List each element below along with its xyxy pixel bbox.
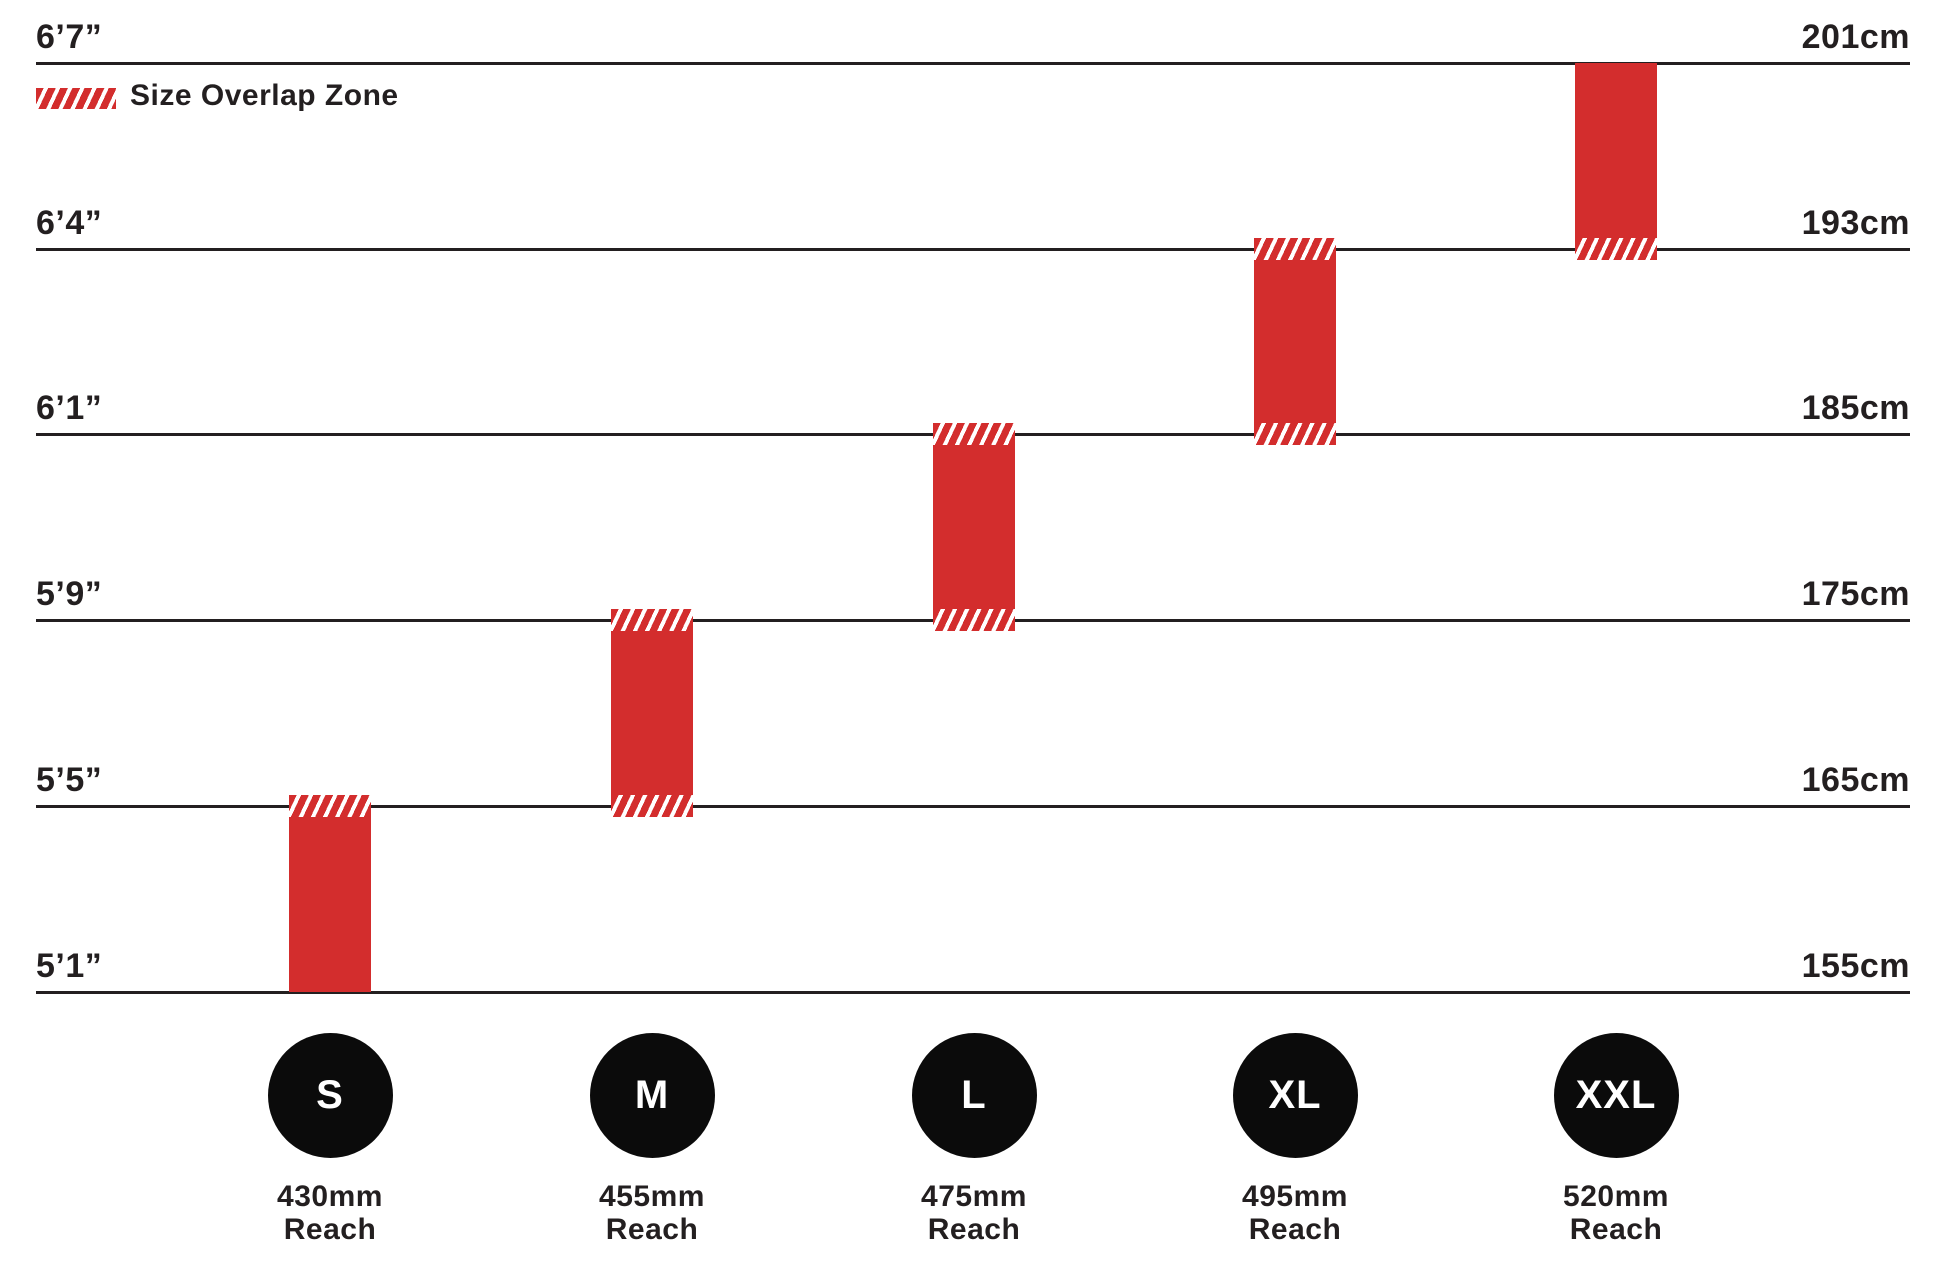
reach-label-s: 430mm Reach xyxy=(200,1180,460,1246)
height-label-right: 155cm xyxy=(1801,947,1910,985)
size-bar-xl xyxy=(1254,238,1336,445)
height-gridline xyxy=(36,805,1910,808)
size-circle-s: S xyxy=(267,1032,393,1158)
overlap-zone-bottom xyxy=(1575,238,1657,260)
size-circle-label: XL xyxy=(1268,1072,1322,1117)
size-bar-xxl xyxy=(1575,63,1657,260)
reach-word: Reach xyxy=(1569,1213,1663,1246)
height-gridline xyxy=(36,62,1910,65)
height-label-right: 165cm xyxy=(1801,761,1910,799)
height-label-left: 5’9” xyxy=(36,575,103,613)
height-label-left: 6’7” xyxy=(36,18,103,56)
size-bar-l xyxy=(933,423,1015,631)
reach-value: 455mm xyxy=(599,1180,705,1213)
height-label-right: 185cm xyxy=(1801,389,1910,427)
overlap-zone-swatch-icon xyxy=(36,87,116,109)
overlap-zone-bottom xyxy=(611,795,693,817)
overlap-zone-top xyxy=(1254,238,1336,260)
size-bar-s xyxy=(289,795,371,992)
reach-label-l: 475mm Reach xyxy=(844,1180,1104,1246)
reach-word: Reach xyxy=(927,1213,1021,1246)
reach-word: Reach xyxy=(1248,1213,1342,1246)
size-circle-l: L xyxy=(911,1032,1037,1158)
reach-label-xxl: 520mm Reach xyxy=(1486,1180,1746,1246)
height-label-left: 5’5” xyxy=(36,761,103,799)
overlap-zone-top xyxy=(611,609,693,631)
height-label-right: 175cm xyxy=(1801,575,1910,613)
height-gridline xyxy=(36,991,1910,994)
height-label-left: 5’1” xyxy=(36,947,103,985)
overlap-zone-bottom xyxy=(1254,423,1336,445)
reach-value: 520mm xyxy=(1563,1180,1669,1213)
size-circle-xxl: XXL xyxy=(1553,1032,1679,1158)
height-label-right: 193cm xyxy=(1801,204,1910,242)
height-gridline xyxy=(36,248,1910,251)
reach-value: 495mm xyxy=(1242,1180,1348,1213)
reach-label-xl: 495mm Reach xyxy=(1165,1180,1425,1246)
height-label-right: 201cm xyxy=(1801,18,1910,56)
height-label-left: 6’4” xyxy=(36,204,103,242)
reach-word: Reach xyxy=(283,1213,377,1246)
overlap-zone-top xyxy=(289,795,371,817)
overlap-zone-top xyxy=(933,423,1015,445)
height-label-left: 6’1” xyxy=(36,389,103,427)
legend-label: Size Overlap Zone xyxy=(130,79,399,112)
size-circle-m: M xyxy=(589,1032,715,1158)
size-bar-m xyxy=(611,609,693,817)
reach-value: 475mm xyxy=(921,1180,1027,1213)
reach-value: 430mm xyxy=(277,1180,383,1213)
reach-word: Reach xyxy=(605,1213,699,1246)
size-circle-label: S xyxy=(316,1072,344,1117)
legend: Size Overlap Zone xyxy=(36,78,399,114)
overlap-zone-bottom xyxy=(933,609,1015,631)
reach-label-m: 455mm Reach xyxy=(522,1180,782,1246)
size-circle-xl: XL xyxy=(1232,1032,1358,1158)
size-circle-label: XXL xyxy=(1575,1072,1657,1117)
size-circle-label: L xyxy=(961,1072,987,1117)
size-circle-label: M xyxy=(634,1072,670,1117)
